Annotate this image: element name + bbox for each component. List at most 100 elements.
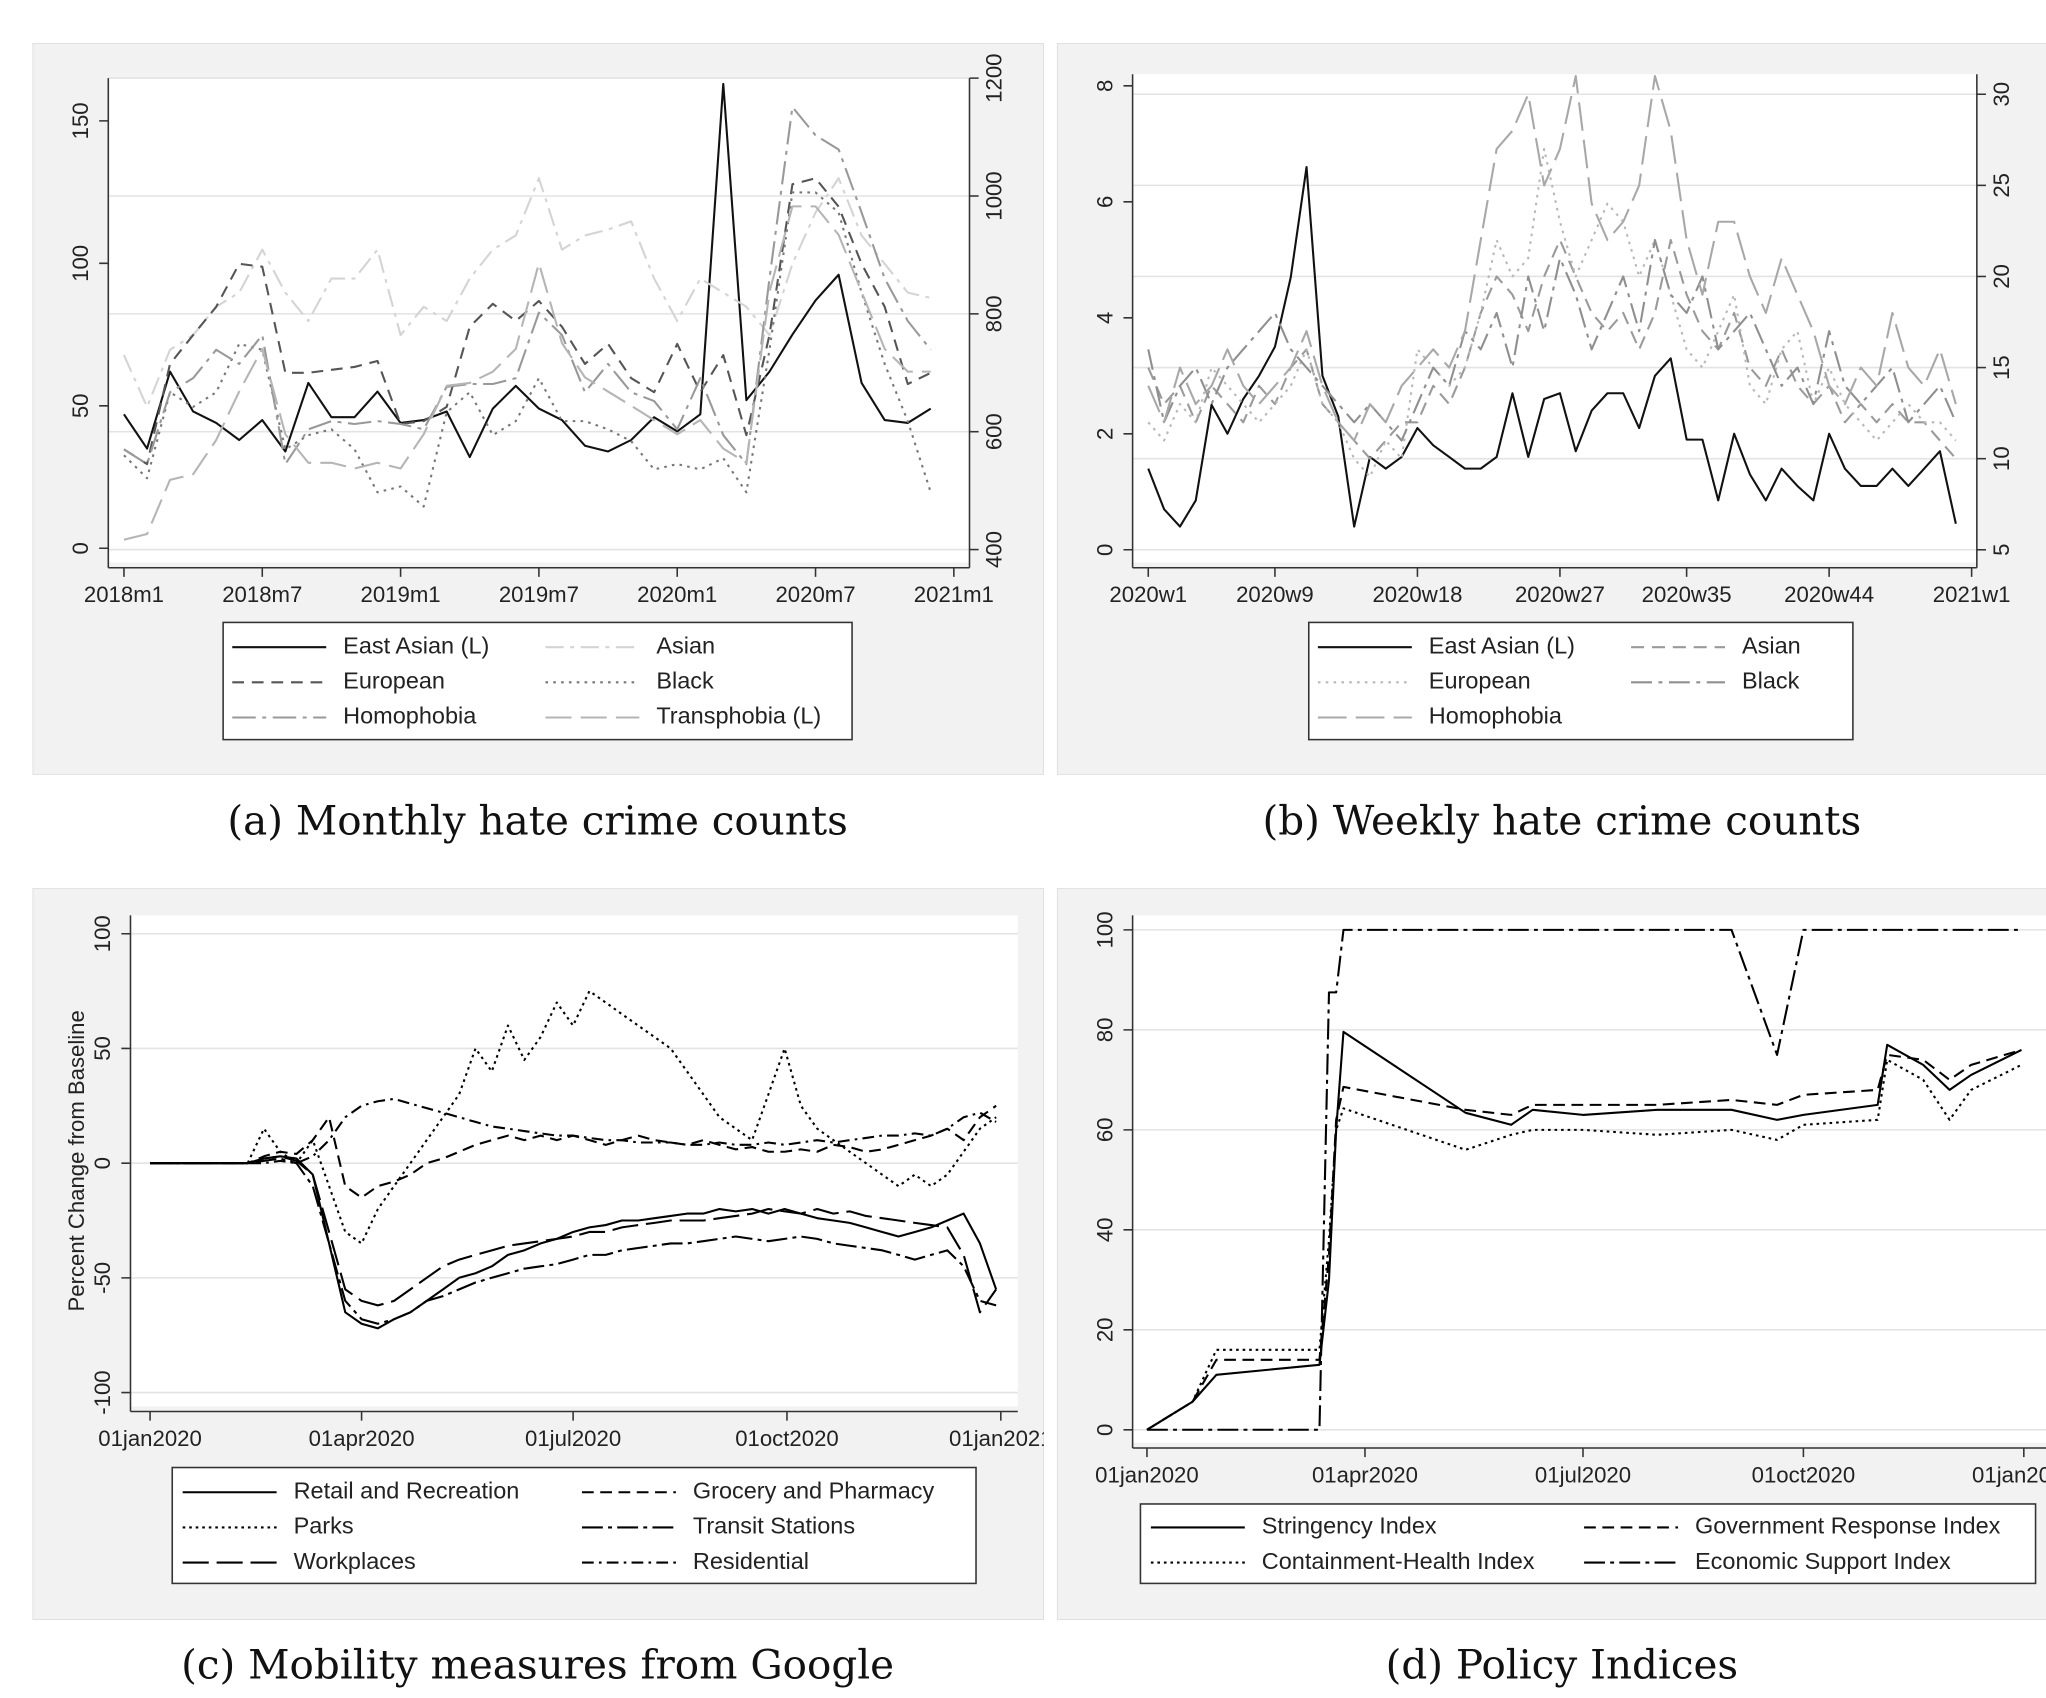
x-tick-label: 2019m7 (499, 582, 579, 607)
y-tick-label: 100 (90, 915, 115, 952)
chart-panel: 0 50 100 150 400 600 800 1000 1200 2018m1 2018m7 20… (32, 42, 1044, 775)
x-tick-label: 2020w44 (1784, 582, 1874, 607)
y-tick-label: 60 (1092, 1118, 1117, 1143)
legend-label: Government Response Index (1695, 1513, 2001, 1539)
legend-label: East Asian (L) (343, 632, 489, 658)
y-tick-label: 100 (1092, 911, 1117, 948)
x-tick-label: 01apr2020 (309, 1426, 415, 1451)
legend-label: Stringency Index (1262, 1513, 1437, 1539)
x-tick-label: 2018m1 (84, 582, 164, 607)
y2-tick-label: 30 (1989, 82, 2014, 107)
y2-tick-label: 800 (981, 295, 1006, 332)
series-line (123, 205, 931, 541)
series-line (1147, 238, 1957, 442)
legend-label: Parks (294, 1513, 354, 1539)
y2-tick-label: 600 (981, 413, 1006, 450)
series-line (1147, 147, 1957, 478)
series-line (123, 82, 932, 459)
legend-label: Workplaces (294, 1548, 416, 1574)
series-line (1146, 1058, 2022, 1431)
x-tick-label: 01oct2020 (1752, 1462, 1856, 1487)
series-line (123, 105, 932, 466)
series-line (1147, 166, 1957, 528)
y2-tick-label: 1000 (981, 171, 1006, 220)
y-tick-label: 80 (1092, 1018, 1117, 1043)
x-tick-label: 2020w9 (1236, 582, 1314, 607)
y2-tick-label: 25 (1989, 173, 2014, 198)
y-tick-label: 6 (1092, 196, 1117, 208)
y2-tick-label: 15 (1989, 355, 2014, 380)
y2-tick-label: 20 (1989, 264, 2014, 289)
legend-box (171, 1466, 977, 1585)
y-tick-label: 50 (90, 1036, 115, 1061)
chart-panel: 0 20 40 60 80 100 01jan2020 01apr2020 01jul2020 0… (1056, 888, 2046, 1620)
series-line (123, 177, 931, 408)
y2-tick-label: 10 (1989, 446, 2014, 471)
chart-caption: (b) Weekly hate crime counts (1263, 797, 1862, 845)
legend-box (222, 621, 853, 741)
legend-label: Black (656, 668, 714, 694)
legend-label: Retail and Recreation (294, 1477, 520, 1503)
chart-caption: (d) Policy Indices (1386, 1641, 1739, 1689)
series-line (1146, 928, 2022, 1431)
y-tick-label: 50 (68, 394, 93, 419)
x-tick-label: 01jul2020 (1535, 1462, 1631, 1487)
y-tick-label: 150 (68, 102, 93, 139)
x-tick-label: 2021m1 (914, 582, 994, 607)
legend-label: European (343, 668, 445, 694)
y2-tick-label: 400 (981, 531, 1006, 568)
chart-panel: -100 -50 0 50 100 01jan2020 01apr2020 01jul2020… (32, 888, 1053, 1620)
x-tick-label: 2020w27 (1515, 582, 1605, 607)
legend-label: European (1429, 668, 1531, 694)
y-tick-label: 8 (1092, 80, 1117, 92)
y-axis-title: Percent Change from Baseline (64, 1010, 89, 1311)
series-line (1147, 75, 1957, 442)
legend-label: Containment-Health Index (1262, 1548, 1535, 1574)
legend-label: Asian (656, 632, 715, 658)
legend-box (1307, 621, 1854, 741)
y-tick-label: -100 (90, 1370, 115, 1414)
y-tick-label: 2 (1092, 428, 1117, 440)
y-tick-label: 0 (68, 542, 93, 554)
y-tick-label: 0 (1092, 544, 1117, 556)
x-tick-label: 2018m7 (222, 582, 302, 607)
y2-tick-label: 1200 (981, 54, 1006, 103)
x-tick-label: 01jan2021 (1972, 1462, 2046, 1487)
series-line (123, 191, 932, 508)
y-tick-label: -50 (90, 1262, 115, 1294)
plot-area (1132, 74, 1977, 563)
legend-label: Transit Stations (693, 1513, 855, 1539)
legend-label: Homophobia (343, 703, 477, 729)
y-tick-label: 40 (1092, 1218, 1117, 1243)
chart-panel: 0 2 4 6 8 5 10 15 20 25 30 2020w1 2020w9 2020w18 2020w… (1056, 42, 2046, 775)
legend-label: Homophobia (1429, 703, 1563, 729)
x-tick-label: 01jan2021 (949, 1426, 1053, 1451)
x-tick-label: 2020w1 (1109, 582, 1187, 607)
x-tick-label: 2020m7 (775, 582, 855, 607)
x-tick-label: 01jan2020 (98, 1426, 202, 1451)
x-tick-label: 01jul2020 (525, 1426, 621, 1451)
x-tick-label: 2020m1 (637, 582, 717, 607)
y-tick-label: 0 (90, 1157, 115, 1169)
x-tick-label: 2020w35 (1642, 582, 1732, 607)
legend-label: East Asian (L) (1429, 632, 1575, 658)
y-tick-label: 100 (68, 245, 93, 282)
chart-caption: (a) Monthly hate crime counts (227, 797, 847, 845)
series-line (1146, 1048, 2022, 1431)
y-tick-label: 0 (1092, 1424, 1117, 1436)
legend-label: Grocery and Pharmacy (693, 1477, 935, 1503)
plot-area (108, 78, 970, 563)
x-tick-label: 01jan2020 (1095, 1462, 1199, 1487)
series-line (150, 1097, 997, 1165)
x-tick-label: 2020w18 (1372, 582, 1462, 607)
y-tick-label: 4 (1092, 312, 1117, 324)
legend-label: Residential (693, 1548, 809, 1574)
x-tick-label: 01oct2020 (735, 1426, 839, 1451)
series-line (1147, 238, 1957, 460)
chart-caption: (c) Mobility measures from Google (181, 1641, 894, 1689)
legend-label: Economic Support Index (1695, 1548, 1951, 1574)
legend-label: Asian (1742, 632, 1801, 658)
plot-area (1132, 915, 2046, 1443)
x-tick-label: 2021w1 (1933, 582, 2011, 607)
